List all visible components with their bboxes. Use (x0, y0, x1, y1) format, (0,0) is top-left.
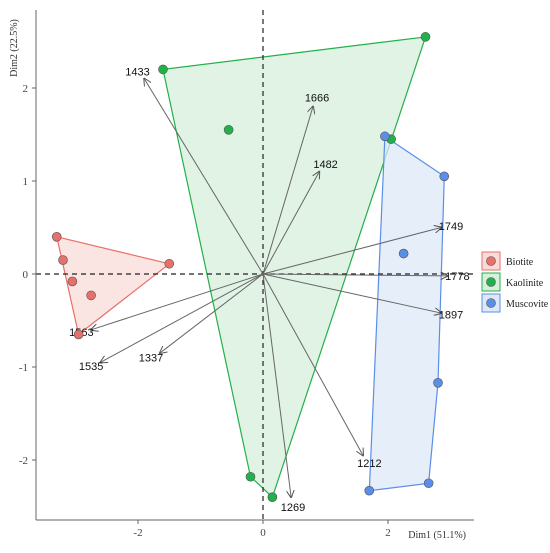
point-muscovite (380, 131, 390, 142)
point-biotite (164, 258, 175, 269)
vector-1563 (91, 273, 264, 330)
point-muscovite (439, 171, 450, 182)
vector-1433 (144, 79, 264, 275)
vector-1666 (262, 107, 313, 275)
y-axis-label: Dim2 (22.5%) (9, 19, 20, 77)
reference-lines (36, 10, 474, 520)
vector-1212 (262, 273, 363, 455)
point-kaolinite (420, 32, 431, 42)
vector-1269 (262, 273, 291, 497)
legend-marker-kaolinite (486, 277, 496, 287)
x-tick-label: 2 (385, 527, 391, 539)
vector-label-1778: 1778 (445, 271, 469, 283)
legend-marker-muscovite (486, 298, 496, 308)
x-tick-label: 0 (260, 527, 266, 539)
legend: Biotite Kaolinite Muscovite (481, 251, 549, 313)
vector-1778 (262, 274, 447, 276)
vector-label-1666: 1666 (305, 92, 329, 104)
legend-label-muscovite: Muscovite (506, 299, 549, 310)
vector-label-1535: 1535 (79, 361, 103, 373)
y-tick-label: 1 (23, 176, 29, 188)
vector-label-1212: 1212 (357, 458, 381, 470)
y-tick-label: 0 (23, 269, 29, 281)
point-biotite (51, 232, 62, 242)
y-tick-label: -2 (19, 455, 28, 467)
point-biotite (58, 255, 68, 265)
point-biotite (67, 276, 78, 287)
vector-1482 (262, 172, 319, 275)
hull-biotite (56, 235, 171, 336)
point-muscovite (423, 478, 434, 489)
vector-label-1897: 1897 (439, 310, 463, 322)
vector-label-1482: 1482 (313, 159, 337, 171)
x-axis-label: Dim1 (51.1%) (408, 530, 466, 541)
data-points (51, 32, 450, 503)
point-muscovite (398, 248, 409, 259)
y-tick-label: 2 (23, 83, 29, 95)
legend-label-kaolinite: Kaolinite (506, 278, 544, 289)
point-kaolinite (223, 125, 234, 135)
group-hulls (56, 36, 445, 499)
vector-1337 (160, 273, 264, 353)
point-kaolinite (158, 64, 168, 75)
point-kaolinite (267, 492, 278, 503)
vector-1897 (262, 273, 441, 313)
vector-label-1433: 1433 (125, 66, 149, 78)
point-kaolinite (245, 471, 256, 482)
legend-label-biotite: Biotite (506, 257, 534, 268)
vector-label-1337: 1337 (139, 353, 163, 365)
loading-vectors: 1433 1666 1482 1749 1778 1897 1212 1269 1337 1535… (69, 66, 470, 514)
y-tick-label: -1 (19, 362, 28, 374)
vector-label-1269: 1269 (281, 502, 305, 514)
point-muscovite (433, 378, 443, 388)
point-biotite (86, 290, 96, 301)
hull-muscovite (368, 135, 445, 492)
vector-1535 (101, 273, 264, 362)
point-muscovite (364, 485, 375, 496)
x-tick-label: -2 (133, 527, 142, 539)
legend-marker-biotite (486, 256, 496, 266)
vector-1749 (262, 228, 441, 275)
point-biotite (73, 329, 84, 340)
axes: -2 0 2 -2 -1 0 1 2 (19, 10, 474, 539)
vector-label-1749: 1749 (439, 221, 463, 233)
